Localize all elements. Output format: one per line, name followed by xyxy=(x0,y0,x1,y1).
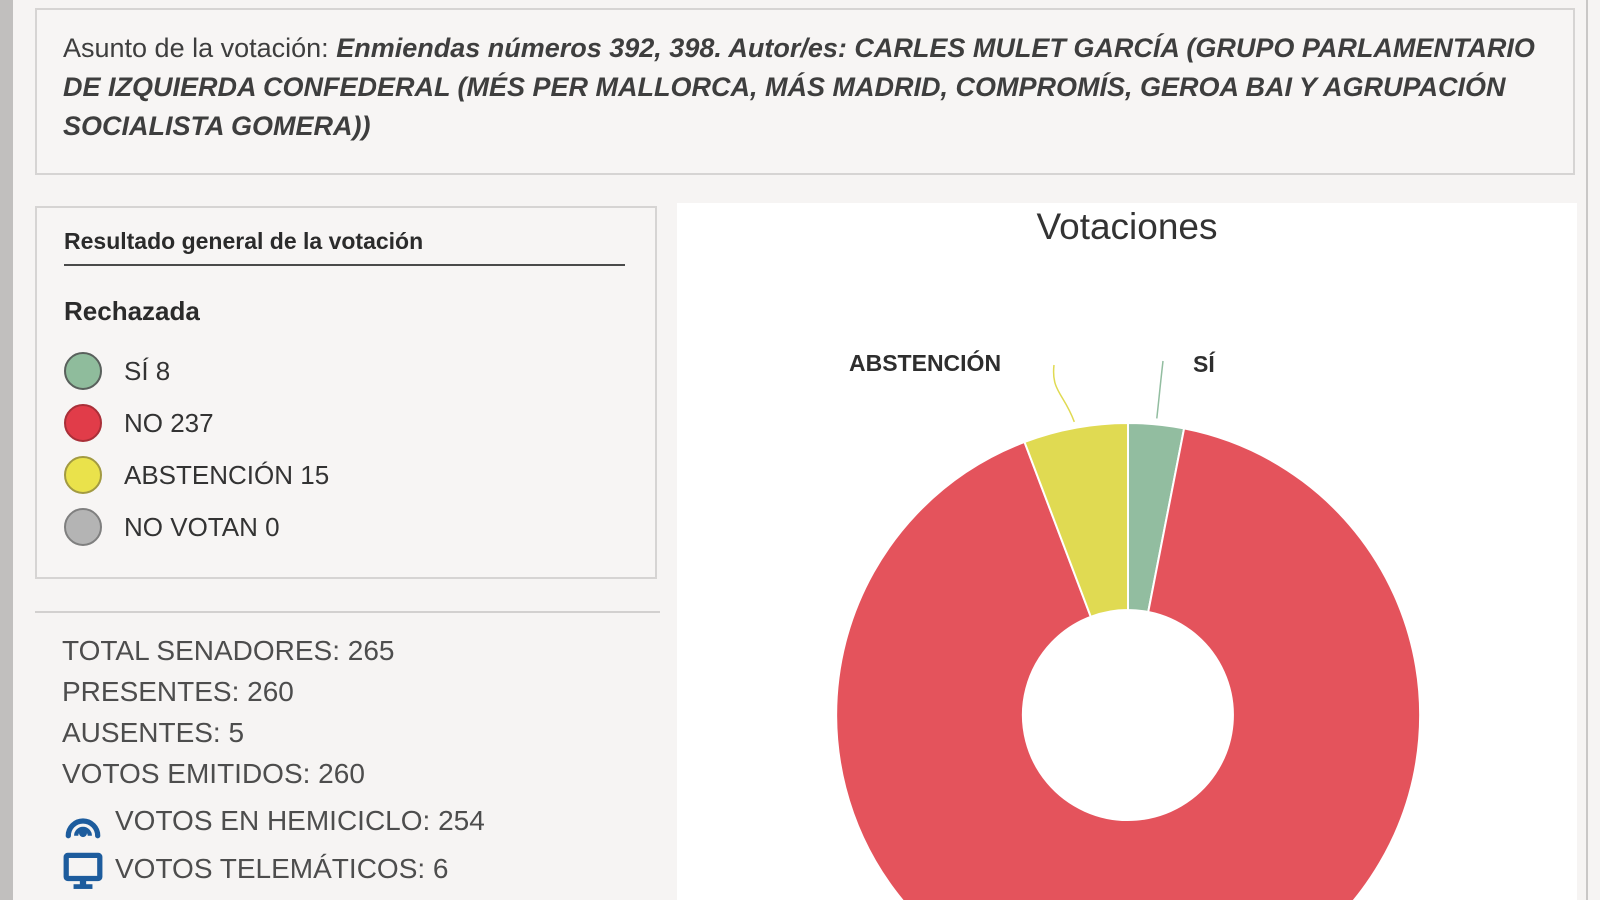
subject-box: Asunto de la votación: Enmiendas números… xyxy=(35,8,1575,175)
stat-votos-hemiciclo: VOTOS EN HEMICICLO: 254 xyxy=(62,800,662,842)
vote-legend: SÍ 8 NO 237 ABSTENCIÓN 15 NO VOTAN 0 xyxy=(64,345,631,553)
pie-slice-no[interactable] xyxy=(835,427,1422,900)
right-edge-line xyxy=(1586,0,1588,900)
legend-label-si: SÍ 8 xyxy=(124,355,171,386)
legend-label-no-votan: NO VOTAN 0 xyxy=(124,511,280,542)
stat-votos-emitidos: VOTOS EMITIDOS: 260 xyxy=(62,758,365,789)
legend-item-no-votan: NO VOTAN 0 xyxy=(64,501,631,553)
legend-swatch-no-votan-icon xyxy=(64,508,102,546)
subject-label: Asunto de la votación: xyxy=(63,33,337,63)
hemicycle-icon xyxy=(62,800,104,842)
legend-label-no: NO 237 xyxy=(124,407,214,438)
stat-total-senadores: TOTAL SENADORES: 265 xyxy=(62,635,395,666)
result-panel: Resultado general de la votación Rechaza… xyxy=(35,206,657,579)
subject-value: Enmiendas números 392, 398. Autor/es: CA… xyxy=(63,33,1535,141)
vote-stats: TOTAL SENADORES: 265 PRESENTES: 260 AUSE… xyxy=(62,630,662,890)
section-divider xyxy=(35,611,660,613)
legend-item-abstencion: ABSTENCIÓN 15 xyxy=(64,449,631,501)
stat-votos-telematicos-label: VOTOS TELEMÁTICOS: 6 xyxy=(115,853,449,884)
legend-swatch-no-icon xyxy=(64,404,102,442)
stat-votos-hemiciclo-label: VOTOS EN HEMICICLO: 254 xyxy=(115,805,485,836)
stat-ausentes: AUSENTES: 5 xyxy=(62,717,245,748)
stat-votos-telematicos: VOTOS TELEMÁTICOS: 6 xyxy=(62,848,662,890)
pie-label-si: SÍ xyxy=(1193,351,1215,377)
subject-text: Asunto de la votación: Enmiendas números… xyxy=(63,29,1543,146)
legend-item-si: SÍ 8 xyxy=(64,345,631,397)
monitor-icon xyxy=(62,848,104,890)
donut-chart[interactable] xyxy=(677,203,1577,900)
legend-label-abstencion: ABSTENCIÓN 15 xyxy=(124,459,330,490)
legend-swatch-si-icon xyxy=(64,352,102,390)
legend-item-no: NO 237 xyxy=(64,397,631,449)
legend-swatch-abstencion-icon xyxy=(64,456,102,494)
pie-connector-abstencion xyxy=(1052,364,1076,423)
chart-panel: Votaciones ABSTENCIÓN SÍ xyxy=(677,203,1577,900)
chart-title: Votaciones xyxy=(1036,206,1218,247)
pie-connector-si xyxy=(1156,360,1164,419)
left-edge-strip xyxy=(0,0,13,900)
pie-label-abstencion: ABSTENCIÓN xyxy=(849,350,1002,376)
stat-presentes: PRESENTES: 260 xyxy=(62,676,294,707)
result-panel-title: Resultado general de la votación xyxy=(64,228,625,266)
vote-outcome: Rechazada xyxy=(64,296,200,326)
pie-slice-abstencion[interactable] xyxy=(1023,421,1129,619)
